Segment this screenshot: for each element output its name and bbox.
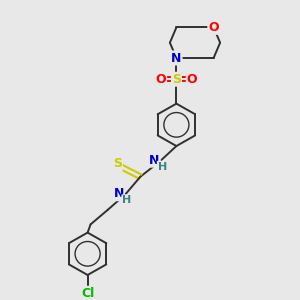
Text: N: N xyxy=(171,52,182,64)
Text: S: S xyxy=(113,157,122,170)
Text: N: N xyxy=(149,154,160,167)
Text: H: H xyxy=(122,195,131,205)
Text: O: O xyxy=(155,73,166,86)
Text: O: O xyxy=(187,73,197,86)
Text: N: N xyxy=(114,187,124,200)
Text: H: H xyxy=(158,162,167,172)
Text: S: S xyxy=(172,73,181,86)
Text: O: O xyxy=(208,21,219,34)
Text: Cl: Cl xyxy=(81,287,94,300)
